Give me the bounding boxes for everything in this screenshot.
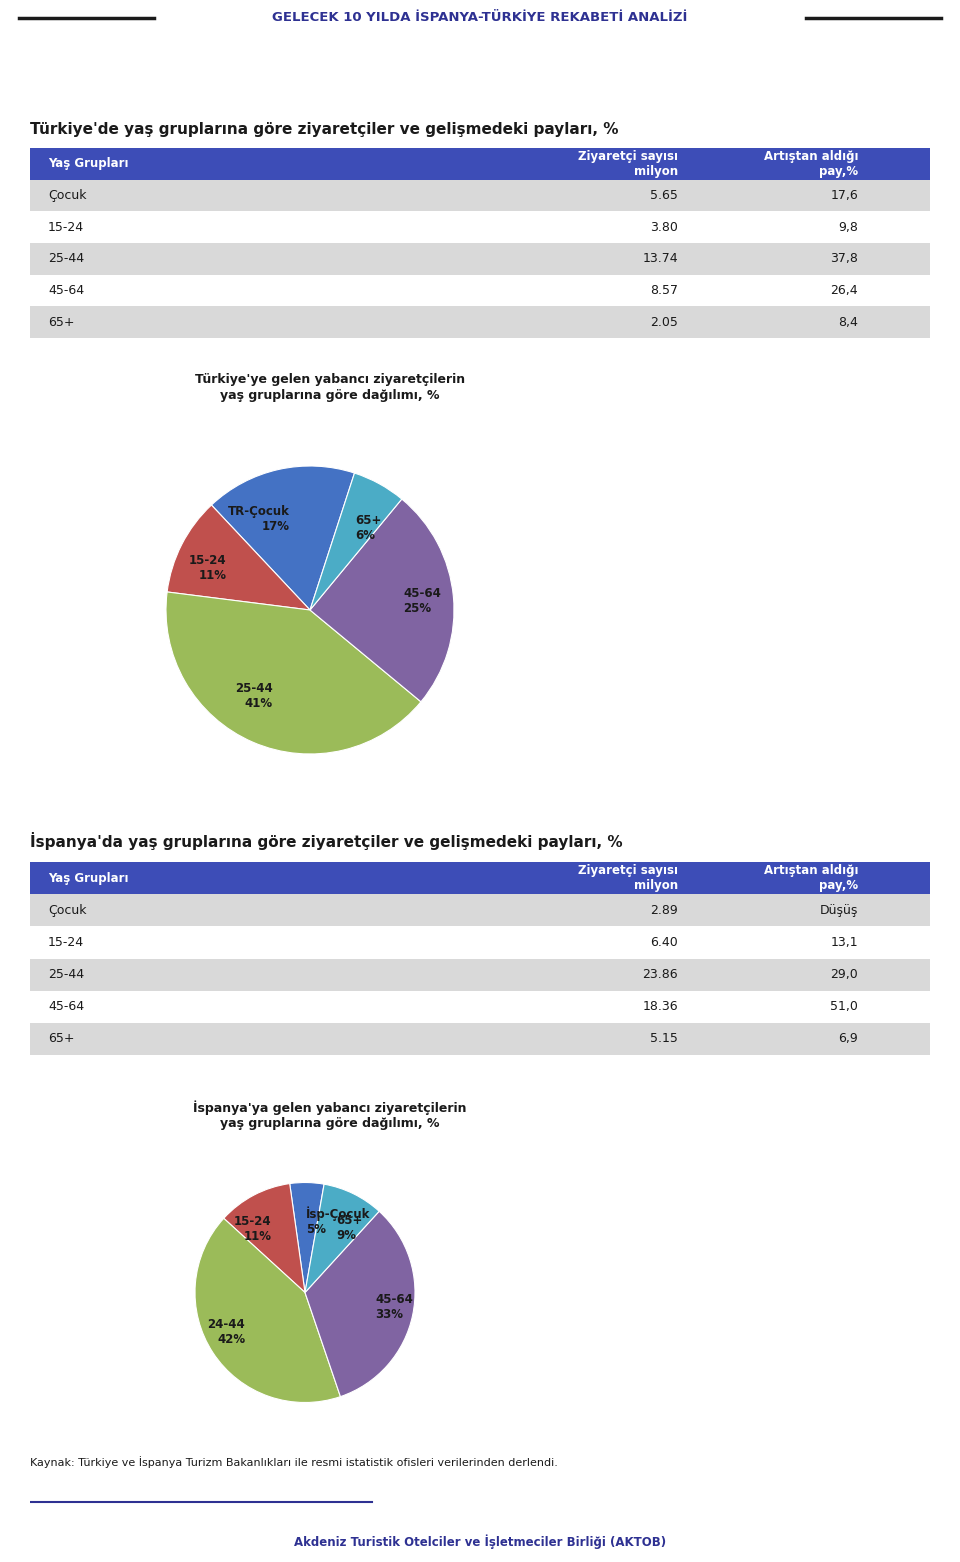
Text: 23.86: 23.86 [642,968,678,981]
FancyBboxPatch shape [30,244,930,275]
FancyBboxPatch shape [30,180,930,211]
Text: 24-44
42%: 24-44 42% [207,1318,245,1345]
Text: 25-44
41%: 25-44 41% [235,683,273,709]
Text: 6.40: 6.40 [650,936,678,950]
FancyBboxPatch shape [30,959,930,990]
Text: 15-24
11%: 15-24 11% [189,553,227,581]
Text: 13.74: 13.74 [642,253,678,266]
Text: 45-64: 45-64 [48,1000,84,1014]
Text: 3.80: 3.80 [650,220,678,234]
Text: 17,6: 17,6 [830,189,858,201]
Wedge shape [224,1184,305,1292]
Text: 5.15: 5.15 [650,1032,678,1045]
Text: 65+
6%: 65+ 6% [355,514,381,542]
Text: İspanya'ya gelen yabancı ziyaretçilerin
yaş gruplarına göre dağılımı, %: İspanya'ya gelen yabancı ziyaretçilerin … [193,1100,467,1129]
FancyBboxPatch shape [30,893,930,926]
Text: 37,8: 37,8 [830,253,858,266]
Text: 6,9: 6,9 [838,1032,858,1045]
Text: TR-Çocuk
17%: TR-Çocuk 17% [228,505,290,533]
Text: Artıştan aldığı
pay,%: Artıştan aldığı pay,% [763,864,858,892]
Text: 45-64: 45-64 [48,284,84,297]
Wedge shape [211,465,354,611]
Text: Yaş Grupları: Yaş Grupları [48,158,129,170]
Text: 65+: 65+ [48,316,75,328]
Text: Artıştan aldığı
pay,%: Artıştan aldığı pay,% [763,150,858,178]
Wedge shape [310,473,402,611]
FancyBboxPatch shape [30,211,930,244]
FancyBboxPatch shape [30,275,930,306]
Wedge shape [305,1211,415,1396]
Text: 15-24: 15-24 [48,220,84,234]
Text: 8.57: 8.57 [650,284,678,297]
Text: Akdeniz Turistik Otelciler ve İşletmeciler Birliği (AKTOB): Akdeniz Turistik Otelciler ve İşletmecil… [294,1535,666,1550]
Text: 13,1: 13,1 [830,936,858,950]
Text: 29,0: 29,0 [830,968,858,981]
FancyBboxPatch shape [30,862,930,893]
Text: Türkiye'de yaş gruplarına göre ziyaretçiler ve gelişmedeki payları, %: Türkiye'de yaş gruplarına göre ziyaretçi… [30,122,618,136]
Text: Türkiye'ye gelen yabancı ziyaretçilerin
yaş gruplarına göre dağılımı, %: Türkiye'ye gelen yabancı ziyaretçilerin … [195,373,465,401]
Text: 25-44: 25-44 [48,253,84,266]
Text: 15-24: 15-24 [48,936,84,950]
Text: 5.65: 5.65 [650,189,678,201]
FancyBboxPatch shape [30,306,930,337]
Text: Ziyaretçi sayısı
milyon: Ziyaretçi sayısı milyon [578,864,678,892]
Text: 65+
9%: 65+ 9% [337,1214,363,1242]
FancyBboxPatch shape [30,990,930,1023]
Text: 26,4: 26,4 [830,284,858,297]
Text: 15: 15 [913,803,938,822]
Wedge shape [290,1182,324,1292]
Text: 15-24
11%: 15-24 11% [234,1215,272,1243]
FancyBboxPatch shape [30,926,930,959]
Text: 2.89: 2.89 [650,904,678,917]
Wedge shape [305,1184,379,1292]
FancyBboxPatch shape [30,1023,930,1054]
Wedge shape [310,498,454,701]
Text: 2.05: 2.05 [650,316,678,328]
Text: 8,4: 8,4 [838,316,858,328]
Wedge shape [195,1218,341,1403]
Text: 65+: 65+ [48,1032,75,1045]
Text: Yaş Grupları: Yaş Grupları [48,872,129,884]
Text: Düşüş: Düşüş [820,904,858,917]
Wedge shape [166,592,420,754]
Text: 25-44: 25-44 [48,968,84,981]
Text: İsp-Çocuk
5%: İsp-Çocuk 5% [306,1206,371,1236]
Text: 9,8: 9,8 [838,220,858,234]
Text: 51,0: 51,0 [830,1000,858,1014]
Text: 18.36: 18.36 [642,1000,678,1014]
Wedge shape [167,505,310,611]
Text: Kaynak: Türkiye ve İspanya Turizm Bakanlıkları ile resmi istatistik ofisleri ver: Kaynak: Türkiye ve İspanya Turizm Bakanl… [30,1456,558,1468]
Text: Ziyaretçi sayısı
milyon: Ziyaretçi sayısı milyon [578,150,678,178]
Text: 45-64
33%: 45-64 33% [375,1293,413,1321]
FancyBboxPatch shape [30,148,930,180]
Text: Çocuk: Çocuk [48,904,86,917]
Text: 45-64
25%: 45-64 25% [403,587,441,615]
Text: İspanya'da yaş gruplarına göre ziyaretçiler ve gelişmedeki payları, %: İspanya'da yaş gruplarına göre ziyaretçi… [30,833,623,850]
Text: GELECEK 10 YILDA İSPANYA-TÜRKİYE REKABETİ ANALİZİ: GELECEK 10 YILDA İSPANYA-TÜRKİYE REKABET… [273,11,687,23]
Text: Çocuk: Çocuk [48,189,86,201]
